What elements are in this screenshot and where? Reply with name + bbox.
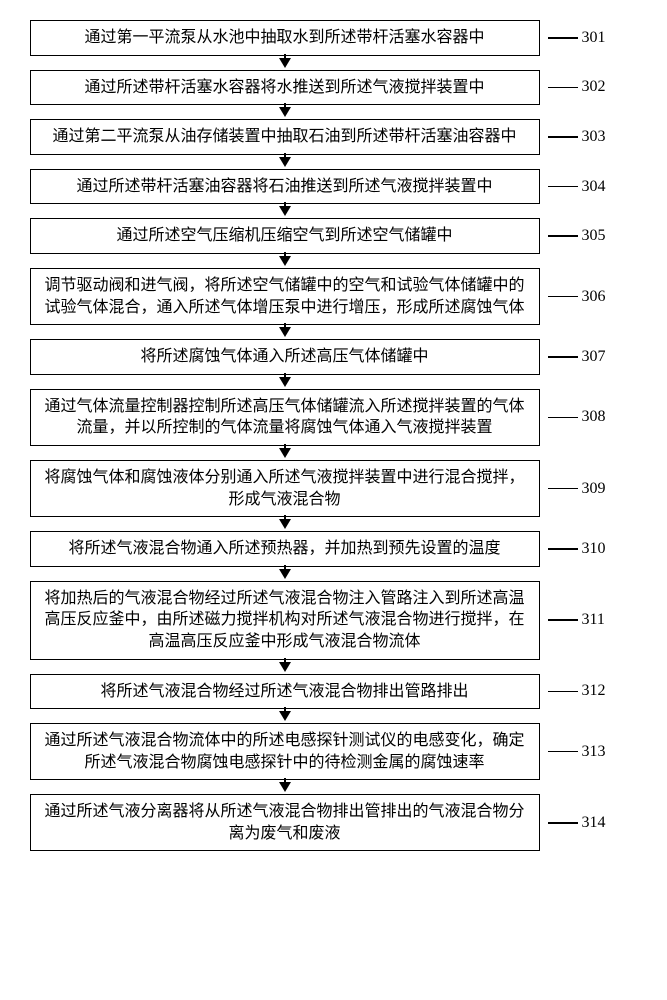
step-number-label: 306 bbox=[582, 288, 606, 306]
step-number-label: 308 bbox=[582, 408, 606, 426]
flow-step-row: 调节驱动阀和进气阀，将所述空气储罐中的空气和试验气体储罐中的试验气体混合，通入所… bbox=[14, 268, 654, 325]
connector-line bbox=[548, 417, 578, 419]
arrow-wrap bbox=[14, 254, 654, 268]
step-label-wrap: 312 bbox=[548, 682, 638, 700]
step-label-wrap: 310 bbox=[548, 540, 638, 558]
flow-step-row: 将腐蚀气体和腐蚀液体分别通入所述气液搅拌装置中进行混合搅拌，形成气液混合物 309 bbox=[14, 460, 654, 517]
flowchart-container: 通过第一平流泵从水池中抽取水到所述带杆活塞水容器中 301 通过所述带杆活塞水容器将… bbox=[14, 20, 654, 851]
flow-step-box: 将所述腐蚀气体通入所述高压气体储罐中 bbox=[30, 339, 540, 375]
step-number-label: 301 bbox=[582, 29, 606, 47]
flow-step-row: 将加热后的气液混合物经过所述气液混合物注入管路注入到所述高温高压反应釜中，由所述… bbox=[14, 581, 654, 660]
down-arrow-icon bbox=[279, 377, 291, 387]
arrow-wrap bbox=[14, 567, 654, 581]
flow-step-box: 将所述气液混合物经过所述气液混合物排出管路排出 bbox=[30, 674, 540, 710]
connector-line bbox=[548, 751, 578, 753]
down-arrow-icon bbox=[279, 206, 291, 216]
step-number-label: 312 bbox=[582, 682, 606, 700]
step-label-wrap: 303 bbox=[548, 128, 638, 146]
down-arrow-icon bbox=[279, 569, 291, 579]
step-number-label: 304 bbox=[582, 178, 606, 196]
arrow-wrap bbox=[14, 660, 654, 674]
arrow-wrap bbox=[14, 325, 654, 339]
flow-step-box: 通过所述带杆活塞水容器将水推送到所述气液搅拌装置中 bbox=[30, 70, 540, 106]
flow-step-box: 通过所述气液混合物流体中的所述电感探针测试仪的电感变化，确定所述气液混合物腐蚀电… bbox=[30, 723, 540, 780]
down-arrow-icon bbox=[279, 256, 291, 266]
down-arrow-icon bbox=[279, 58, 291, 68]
flow-step-row: 通过所述带杆活塞水容器将水推送到所述气液搅拌装置中 302 bbox=[14, 70, 654, 106]
flow-step-box: 将加热后的气液混合物经过所述气液混合物注入管路注入到所述高温高压反应釜中，由所述… bbox=[30, 581, 540, 660]
down-arrow-icon bbox=[279, 157, 291, 167]
down-arrow-icon bbox=[279, 711, 291, 721]
down-arrow-icon bbox=[279, 519, 291, 529]
flow-step-box: 调节驱动阀和进气阀，将所述空气储罐中的空气和试验气体储罐中的试验气体混合，通入所… bbox=[30, 268, 540, 325]
connector-line bbox=[548, 136, 578, 138]
flow-step-row: 通过所述气液分离器将从所述气液混合物排出管排出的气液混合物分离为废气和废液 314 bbox=[14, 794, 654, 851]
connector-line bbox=[548, 296, 578, 298]
arrow-wrap bbox=[14, 204, 654, 218]
arrow-wrap bbox=[14, 375, 654, 389]
down-arrow-icon bbox=[279, 327, 291, 337]
step-label-wrap: 313 bbox=[548, 743, 638, 761]
step-label-wrap: 301 bbox=[548, 29, 638, 47]
step-label-wrap: 302 bbox=[548, 78, 638, 96]
arrow-wrap bbox=[14, 105, 654, 119]
arrow-wrap bbox=[14, 56, 654, 70]
arrow-wrap bbox=[14, 709, 654, 723]
flow-step-box: 通过第二平流泵从油存储装置中抽取石油到所述带杆活塞油容器中 bbox=[30, 119, 540, 155]
flow-step-box: 通过所述带杆活塞油容器将石油推送到所述气液搅拌装置中 bbox=[30, 169, 540, 205]
arrow-wrap bbox=[14, 155, 654, 169]
step-number-label: 309 bbox=[582, 480, 606, 498]
connector-line bbox=[548, 87, 578, 89]
step-label-wrap: 309 bbox=[548, 480, 638, 498]
step-number-label: 302 bbox=[582, 78, 606, 96]
down-arrow-icon bbox=[279, 662, 291, 672]
flow-step-box: 通过气体流量控制器控制所述高压气体储罐流入所述搅拌装置的气体流量，并以所控制的气… bbox=[30, 389, 540, 446]
connector-line bbox=[548, 691, 578, 693]
down-arrow-icon bbox=[279, 782, 291, 792]
step-label-wrap: 304 bbox=[548, 178, 638, 196]
connector-line bbox=[548, 619, 578, 621]
step-label-wrap: 306 bbox=[548, 288, 638, 306]
step-number-label: 305 bbox=[582, 227, 606, 245]
connector-line bbox=[548, 356, 578, 358]
connector-line bbox=[548, 37, 578, 39]
step-number-label: 307 bbox=[582, 348, 606, 366]
step-label-wrap: 311 bbox=[548, 611, 638, 629]
connector-line bbox=[548, 822, 578, 824]
arrow-wrap bbox=[14, 446, 654, 460]
flow-step-row: 将所述气液混合物通入所述预热器，并加热到预先设置的温度 310 bbox=[14, 531, 654, 567]
step-number-label: 313 bbox=[582, 743, 606, 761]
connector-line bbox=[548, 235, 578, 237]
step-number-label: 314 bbox=[582, 814, 606, 832]
step-number-label: 310 bbox=[582, 540, 606, 558]
flow-step-box: 将所述气液混合物通入所述预热器，并加热到预先设置的温度 bbox=[30, 531, 540, 567]
flow-step-box: 通过第一平流泵从水池中抽取水到所述带杆活塞水容器中 bbox=[30, 20, 540, 56]
down-arrow-icon bbox=[279, 107, 291, 117]
flow-step-row: 通过第二平流泵从油存储装置中抽取石油到所述带杆活塞油容器中 303 bbox=[14, 119, 654, 155]
flow-step-row: 通过所述空气压缩机压缩空气到所述空气储罐中 305 bbox=[14, 218, 654, 254]
step-label-wrap: 305 bbox=[548, 227, 638, 245]
connector-line bbox=[548, 548, 578, 550]
arrow-wrap bbox=[14, 780, 654, 794]
step-label-wrap: 308 bbox=[548, 408, 638, 426]
flow-step-row: 通过第一平流泵从水池中抽取水到所述带杆活塞水容器中 301 bbox=[14, 20, 654, 56]
flow-step-row: 通过所述带杆活塞油容器将石油推送到所述气液搅拌装置中 304 bbox=[14, 169, 654, 205]
connector-line bbox=[548, 186, 578, 188]
down-arrow-icon bbox=[279, 448, 291, 458]
connector-line bbox=[548, 488, 578, 490]
flow-step-box: 通过所述气液分离器将从所述气液混合物排出管排出的气液混合物分离为废气和废液 bbox=[30, 794, 540, 851]
arrow-wrap bbox=[14, 517, 654, 531]
step-label-wrap: 314 bbox=[548, 814, 638, 832]
flow-step-box: 通过所述空气压缩机压缩空气到所述空气储罐中 bbox=[30, 218, 540, 254]
flow-step-row: 将所述腐蚀气体通入所述高压气体储罐中 307 bbox=[14, 339, 654, 375]
flow-step-box: 将腐蚀气体和腐蚀液体分别通入所述气液搅拌装置中进行混合搅拌，形成气液混合物 bbox=[30, 460, 540, 517]
flow-step-row: 将所述气液混合物经过所述气液混合物排出管路排出 312 bbox=[14, 674, 654, 710]
flow-step-row: 通过所述气液混合物流体中的所述电感探针测试仪的电感变化，确定所述气液混合物腐蚀电… bbox=[14, 723, 654, 780]
step-number-label: 311 bbox=[582, 611, 605, 629]
flow-step-row: 通过气体流量控制器控制所述高压气体储罐流入所述搅拌装置的气体流量，并以所控制的气… bbox=[14, 389, 654, 446]
step-number-label: 303 bbox=[582, 128, 606, 146]
step-label-wrap: 307 bbox=[548, 348, 638, 366]
